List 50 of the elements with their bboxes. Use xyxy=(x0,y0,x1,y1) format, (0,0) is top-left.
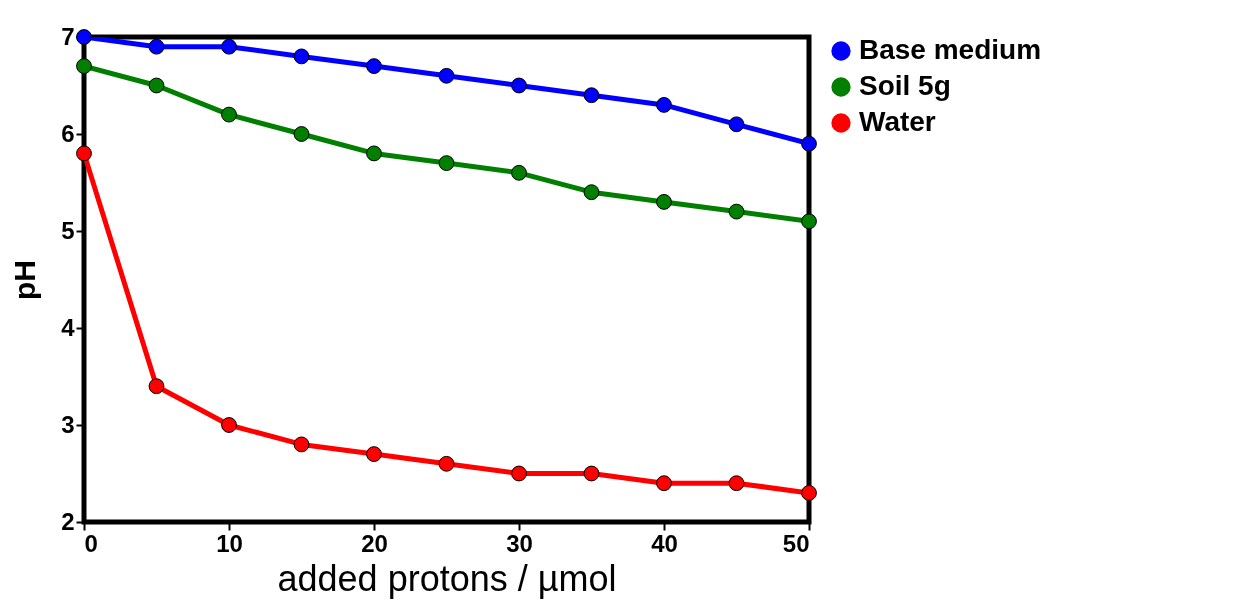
point xyxy=(801,213,817,230)
x-tick-label: 10 xyxy=(216,529,243,557)
point xyxy=(221,417,237,433)
point xyxy=(438,155,455,171)
point xyxy=(438,455,455,472)
point xyxy=(583,184,600,201)
point xyxy=(293,436,310,453)
point xyxy=(583,87,600,104)
point xyxy=(76,29,92,45)
point xyxy=(221,38,237,55)
point xyxy=(221,106,237,123)
legend-label: Soil 5g xyxy=(859,70,951,101)
point xyxy=(728,116,745,133)
point xyxy=(656,475,672,492)
y-tick-label: 5 xyxy=(61,216,75,244)
legend-label: Water xyxy=(859,106,936,137)
x-tick-label: 30 xyxy=(506,529,533,557)
point xyxy=(656,97,672,113)
point xyxy=(366,446,382,462)
y-tick-label: 2 xyxy=(61,507,75,535)
point xyxy=(76,145,92,162)
y-tick-label: 7 xyxy=(61,22,75,50)
point xyxy=(801,485,817,501)
point xyxy=(366,145,382,162)
y-tick-label: 3 xyxy=(61,410,75,438)
point xyxy=(511,77,527,94)
x-tick-label: 40 xyxy=(651,529,678,557)
point xyxy=(148,77,165,94)
point xyxy=(583,465,600,482)
point xyxy=(148,378,165,395)
point xyxy=(801,135,817,152)
point xyxy=(293,48,310,65)
point xyxy=(438,67,455,84)
y-tick-label: 4 xyxy=(61,313,76,341)
y-axis-title: pH xyxy=(8,260,42,300)
legend-label: Base medium xyxy=(859,34,1042,65)
point xyxy=(728,203,745,220)
point xyxy=(511,164,527,181)
x-axis-title: added protons / µmol xyxy=(277,557,617,599)
point xyxy=(728,475,745,492)
point xyxy=(293,126,310,142)
point xyxy=(76,58,92,74)
x-tick-label: 0 xyxy=(84,529,98,557)
point xyxy=(148,38,165,55)
y-tick-label: 6 xyxy=(61,119,75,147)
x-tick-label: 50 xyxy=(782,529,810,557)
x-tick-label: 20 xyxy=(361,529,388,557)
point xyxy=(656,194,672,210)
point xyxy=(511,465,527,482)
point xyxy=(366,58,382,74)
